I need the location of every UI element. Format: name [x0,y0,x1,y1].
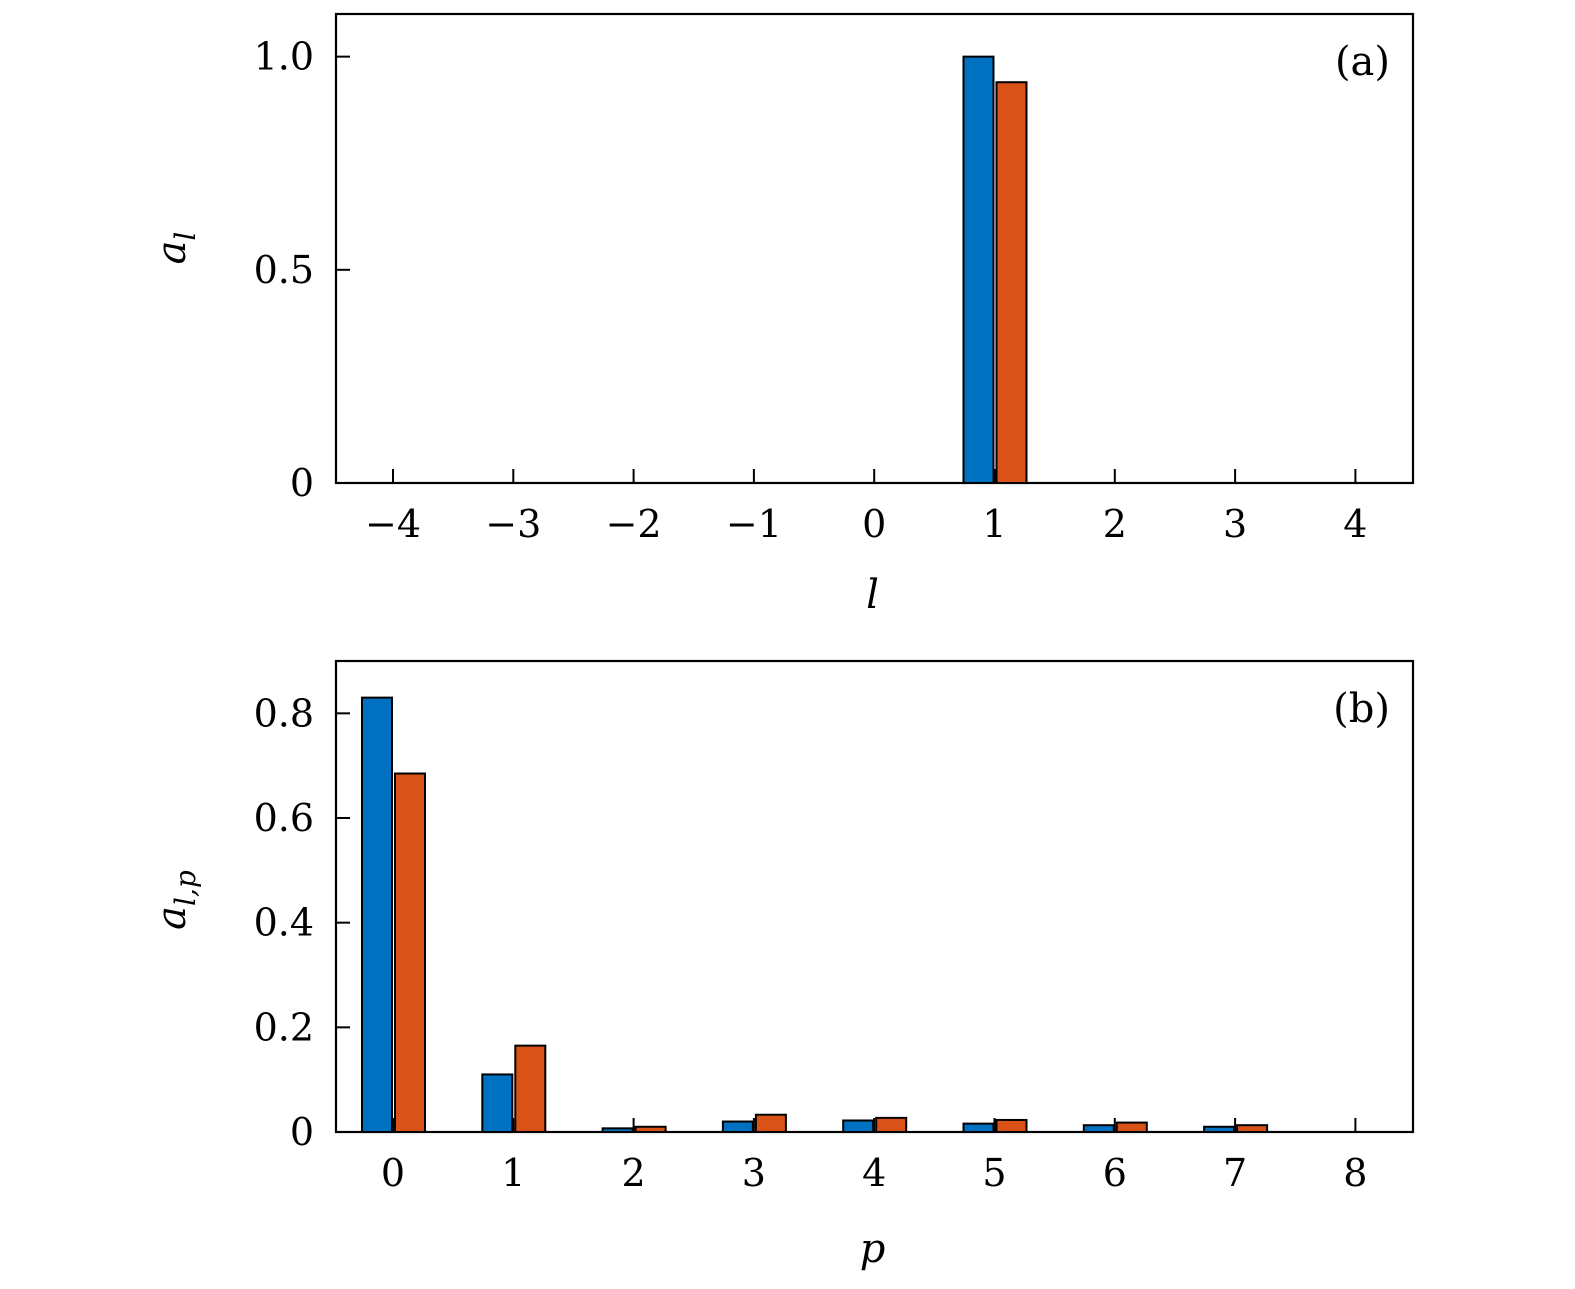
x-tick-label: 1 [982,502,1006,546]
bar-series1-cat-4 [842,1119,875,1134]
x-tick-label: 6 [1103,1151,1127,1195]
bar-series1-cat-2 [601,1127,634,1134]
x-axis-label: p [860,1226,886,1272]
x-tick-label: 0 [862,502,886,546]
x-tick-label: 4 [862,1151,886,1195]
panel-label: (a) [1335,39,1390,85]
x-tick-label: 8 [1343,1151,1367,1195]
bar-series2-cat-6 [1115,1121,1148,1133]
y-axis-label: al,p [149,870,202,930]
bar-series1-cat-7 [1203,1125,1236,1134]
y-axis-label-sub: l,p [169,870,202,906]
bar-series1-cat-1 [481,1073,514,1134]
panel-b: 0 1 2 3 4 5 6 7 8 0 0.2 0.4 0.6 0.8 p al,p (b) [149,659,1415,1272]
x-tick-label: 7 [1223,1151,1247,1195]
x-tick-label: −1 [726,502,782,546]
x-axis-label: l [866,572,879,618]
bar-series1-cat-6 [1082,1124,1115,1133]
y-tick-label: 0 [290,1110,314,1154]
y-axis-label-base: a [149,906,195,930]
y-tick-label: 0 [290,461,314,505]
x-tick-label: 2 [1103,502,1127,546]
y-axis-label-base: a [149,241,195,265]
y-axis-label: al [149,232,202,265]
y-tick-label: 1.0 [254,35,314,79]
bar-series2-cat-3 [754,1113,787,1133]
bar-series2-cat-1 [514,1044,547,1134]
y-tick-label: 0.8 [254,691,314,735]
x-tick-label: −4 [365,502,421,546]
bar-series1-cat-3 [721,1120,754,1133]
bar-series2-cat-2 [634,1125,667,1134]
bar-series2-cat-5 [995,1118,1028,1134]
y-axis-label-sub: l [169,232,202,241]
y-tick-label: 0.2 [254,1005,314,1049]
bar-series2-cat-7 [1236,1124,1269,1133]
bar-series2-cat-5 [995,81,1028,485]
x-tick-label: 3 [742,1151,766,1195]
bar-series2-cat-4 [875,1116,908,1133]
y-tick-label: 0.5 [254,248,314,292]
x-tick-label: −2 [606,502,662,546]
bar-series1-cat-5 [962,1122,995,1134]
x-tick-label: 2 [622,1151,646,1195]
x-tick-label: 4 [1343,502,1367,546]
bar-series1-cat-5 [962,55,995,485]
x-tick-label: 0 [381,1151,405,1195]
x-tick-label: 5 [982,1151,1006,1195]
y-tick-label: 0.4 [254,901,314,945]
y-tick-label: 0.6 [254,796,314,840]
plot-frame [334,12,1415,485]
x-tick-label: −3 [485,502,541,546]
x-tick-label: 1 [501,1151,525,1195]
bar-series1-cat-0 [361,696,393,1134]
plot-frame [334,659,1415,1134]
x-tick-label: 3 [1223,502,1247,546]
panel-label: (b) [1333,686,1390,732]
bar-series2-cat-0 [394,772,426,1133]
